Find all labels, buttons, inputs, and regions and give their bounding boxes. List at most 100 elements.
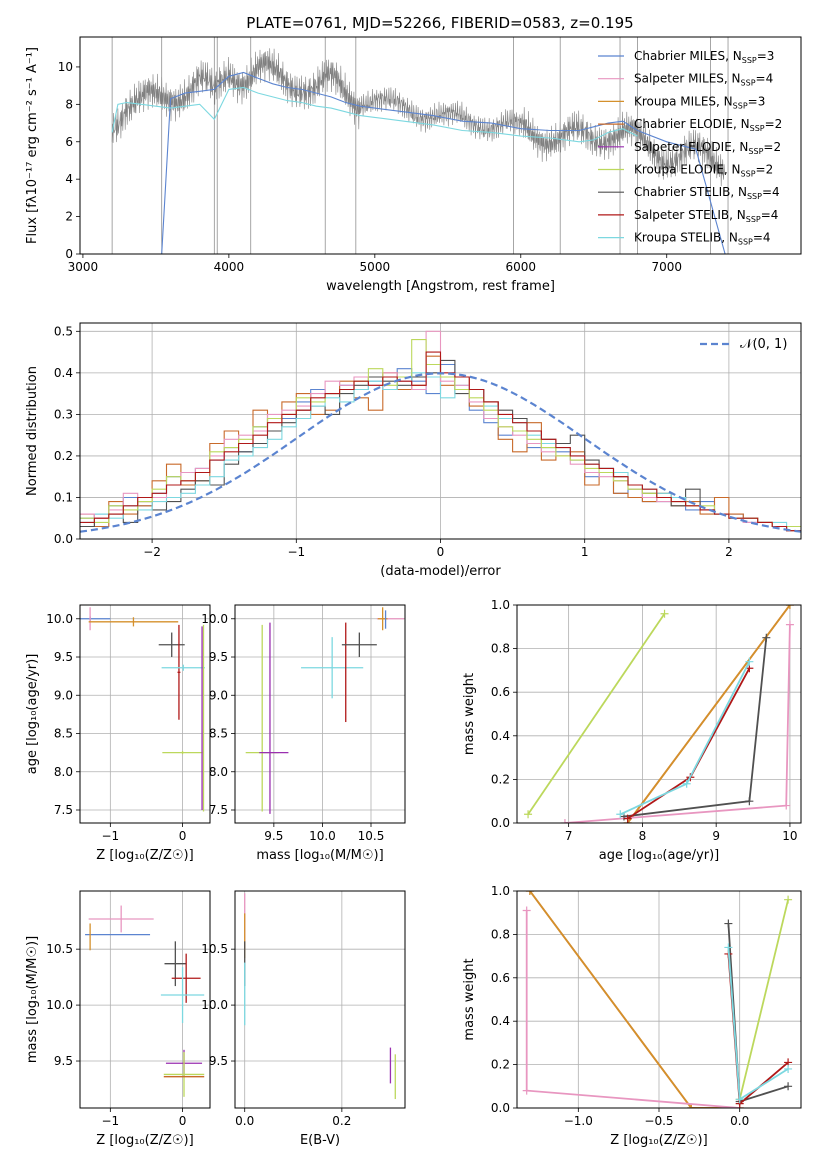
weight-line-kroupa_elodie [527,613,666,815]
plot-area [524,605,794,823]
y-tick-label: 0.0 [54,532,73,546]
axes-frame [234,604,406,824]
axes-frame [79,890,211,1109]
y-tick-label: 9.0 [209,688,228,702]
y-tick-label: 0.4 [54,366,73,380]
marker-chabrier_stelib [724,919,733,928]
x-tick-label: −1 [101,1114,119,1128]
marker-chabrier_stelib [784,1082,793,1091]
x-tick-label: −1 [287,545,305,559]
marker-salpeter_stelib [623,814,632,823]
y-tick-label: 0.3 [54,407,73,421]
legend-label-kroupa_stelib: Kroupa STELIB, NSSP=4 [634,231,771,247]
marker-salpeter_miles [785,620,794,629]
hist-salpeter_miles [80,330,801,528]
panel-6: −1 0 9.5 10.0 10.5 Z [log₁₀(Z/Z☉)] mass [log₁₀… [25,890,211,1148]
x-tick-label: −2 [143,545,161,559]
weight-line-chabrier_elodie [529,891,740,1108]
y-axis-label: mass weight [462,958,477,1040]
marker-kroupa_miles [785,605,794,609]
y-axis-label: mass [log₁₀(M/M☉)] [25,936,40,1063]
weight-line-salpeter_miles [525,910,740,1108]
gaussian-curve [80,372,801,533]
x-tick-label: −1.0 [564,1114,593,1128]
x-tick-label: 0.2 [332,1114,351,1128]
y-tick-label: 7.5 [209,803,228,817]
x-tick-label: 0 [437,545,445,559]
panel-5: 7 8 9 10 0.0 0.2 0.4 0.6 0.8 1.0 age [log₁₀(age/yr… [462,598,802,863]
y-axis-label: Normed distribution [25,366,40,496]
marker-kroupa_miles [687,1104,696,1108]
x-axis-label: E(B-V) [300,1133,340,1148]
x-axis-label: (data-model)/error [380,564,501,579]
y-tick-label: 10.0 [46,998,73,1012]
y-tick-label: 0.0 [491,1101,510,1115]
axes-frame [79,36,802,255]
x-axis-label: wavelength [Angstrom, rest frame] [326,279,555,294]
plot-area [85,905,205,1097]
y-tick-label: 0.0 [491,816,510,830]
x-tick-label: 5000 [360,260,391,274]
y-tick-label: 0.4 [491,729,510,743]
weight-line-kroupa_miles [529,891,740,1108]
legend-label-gauss: 𝒩(0, 1) [740,337,787,352]
x-axis-label: mass [log₁₀(M/M☉)] [256,848,383,863]
marker-kroupa_elodie [660,609,669,618]
plot-area [522,891,793,1108]
x-tick-label: 4000 [214,260,245,274]
x-tick-label: 6000 [505,260,536,274]
x-axis-label: Z [log₁₀(Z/Z☉)] [96,1133,193,1148]
y-tick-label: 1.0 [491,884,510,898]
weight-line-kroupa_miles [626,605,791,823]
y-tick-label: 10 [58,60,73,74]
x-axis-label: Z [log₁₀(Z/Z☉)] [610,1133,707,1148]
legend-label-salpeter_miles: Salpeter MILES, NSSP=4 [634,72,773,88]
x-tick-label: 1 [581,545,589,559]
x-tick-label: 7 [565,829,573,843]
y-tick-label: 8 [65,97,73,111]
marker-salpeter_miles [782,801,791,810]
panel-3: −1 0 7.5 8.0 8.5 9.0 9.5 10.0 Z [log₁₀(Z/Z☉)] age… [25,604,211,863]
y-tick-label: 4 [65,172,73,186]
y-tick-label: 0.6 [491,685,510,699]
model-line-chabrier_miles [161,71,726,254]
y-tick-label: 8.5 [209,727,228,741]
y-tick-label: 9.5 [209,1054,228,1068]
y-tick-label: 0.2 [54,449,73,463]
legend-label-kroupa_miles: Kroupa MILES, NSSP=3 [634,94,765,110]
y-tick-label: 7.5 [54,803,73,817]
y-tick-label: 6 [65,135,73,149]
x-tick-label: −1 [101,829,119,843]
marker-kroupa_stelib [616,810,625,819]
y-tick-label: 0.2 [491,772,510,786]
legend-label-chabrier_miles: Chabrier MILES, NSSP=3 [634,49,774,65]
marker-salpeter_miles [560,819,569,823]
weight-line-kroupa_elodie [738,899,789,1100]
x-tick-label: 3000 [68,260,99,274]
y-tick-label: 10.5 [46,942,73,956]
panel-2: 𝒩(0, 1) −2 −1 0 1 2 0.0 0.1 0.2 0.3 0.4 0.5 (data-mo… [25,322,802,579]
y-tick-label: 10.5 [201,942,228,956]
y-tick-label: 0.4 [491,1014,510,1028]
data-spectrum [111,48,725,187]
x-tick-label: 10.0 [309,829,336,843]
y-tick-label: 9.5 [54,1054,73,1068]
x-tick-label: 9 [712,829,720,843]
panel-7: 0.0 0.2 9.5 10.0 10.5 E(B-V) [201,890,406,1148]
y-tick-label: 10.0 [201,612,228,626]
x-tick-label: 2 [725,545,733,559]
marker-salpeter_miles [522,1086,531,1095]
legend: Chabrier MILES, NSSP=3 Salpeter MILES, NS… [598,49,782,247]
marker-kroupa_miles [525,891,534,895]
weight-line-salpeter_stelib [627,667,751,820]
plot-area [111,37,729,254]
plot-area [80,607,205,812]
y-tick-label: 9.0 [54,688,73,702]
marker-kroupa_elodie [784,895,793,904]
y-tick-label: 0.6 [491,971,510,985]
hist-salpeter_stelib [80,351,801,532]
y-tick-label: 2 [65,210,73,224]
axes-frame [79,604,211,824]
marker-kroupa_stelib [745,657,754,666]
